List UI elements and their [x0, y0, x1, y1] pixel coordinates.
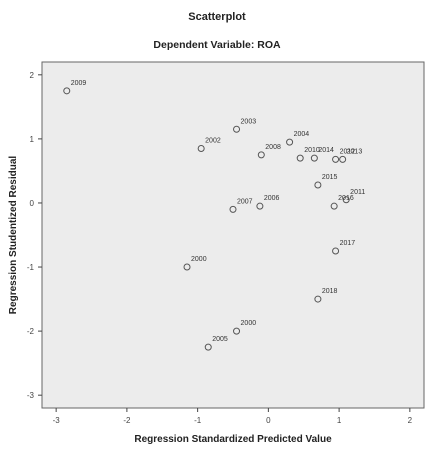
point-label: 2015 — [322, 174, 338, 181]
y-axis-label: Regression Studentized Residual — [8, 156, 19, 315]
scatter-point — [183, 263, 191, 271]
y-tick-label: -3 — [27, 391, 35, 400]
scatter-point — [233, 125, 241, 133]
scatter-point — [204, 343, 212, 351]
point-label: 2007 — [237, 198, 253, 205]
scatter-point — [229, 205, 237, 213]
point-label: 2003 — [241, 118, 257, 125]
y-tick-label: 2 — [30, 71, 35, 80]
point-label: 2016 — [338, 195, 354, 202]
scatter-point — [257, 151, 265, 159]
point-label: 2009 — [71, 80, 87, 87]
point-label: 2006 — [264, 195, 280, 202]
scatter-point — [197, 145, 205, 152]
scatter-point — [256, 202, 264, 210]
plot-area — [41, 61, 425, 409]
x-axis-label: Regression Standardized Predicted Value — [134, 434, 332, 445]
y-axis-ticks: -3 -2 -1 0 1 2 — [27, 71, 42, 400]
point-label: 2014 — [318, 147, 334, 154]
y-tick-label: 0 — [30, 199, 35, 208]
y-tick-label: -1 — [27, 263, 35, 272]
point-label: 2000 — [191, 256, 207, 263]
scatter-point — [286, 138, 294, 146]
scatter-point — [332, 247, 340, 255]
point-label: 2018 — [322, 288, 338, 295]
scatter-point — [310, 154, 318, 162]
point-label: 2005 — [212, 336, 228, 343]
x-tick-label: 0 — [266, 416, 271, 425]
scatter-points: 2009 2003 2002 2008 2004 2014 2012 2010 2015 2013… — [63, 80, 365, 351]
point-label: 2013 — [347, 148, 363, 155]
x-tick-label: 2 — [408, 416, 413, 425]
point-label: 2010 — [304, 147, 320, 154]
scatter-point — [339, 155, 347, 163]
x-tick-label: -2 — [123, 416, 131, 425]
x-tick-label: -3 — [53, 416, 61, 425]
scatter-point — [342, 196, 350, 204]
x-axis-ticks: -3 -2 -1 0 1 2 — [53, 408, 413, 425]
scatter-point — [314, 295, 322, 303]
point-label: 2004 — [294, 131, 310, 138]
scatter-point — [332, 155, 340, 163]
point-label: 2008 — [265, 144, 281, 151]
point-label: 2017 — [340, 240, 356, 247]
scatter-point — [63, 87, 71, 95]
point-label: 2011 — [350, 189, 365, 196]
chart-subtitle: Dependent Variable: ROA — [153, 39, 281, 51]
x-tick-label: -1 — [194, 416, 202, 425]
scatter-point — [233, 327, 241, 335]
x-tick-label: 1 — [337, 416, 342, 425]
point-label: 2002 — [205, 138, 221, 145]
scatter-point — [296, 154, 304, 162]
chart-title: Scatterplot — [188, 11, 246, 23]
point-label: 2000 — [241, 320, 257, 327]
scatter-point — [314, 181, 322, 189]
point-label: 2012 — [340, 148, 356, 155]
scatter-point — [330, 202, 338, 210]
y-tick-label: -2 — [27, 327, 35, 336]
y-tick-label: 1 — [30, 135, 35, 144]
